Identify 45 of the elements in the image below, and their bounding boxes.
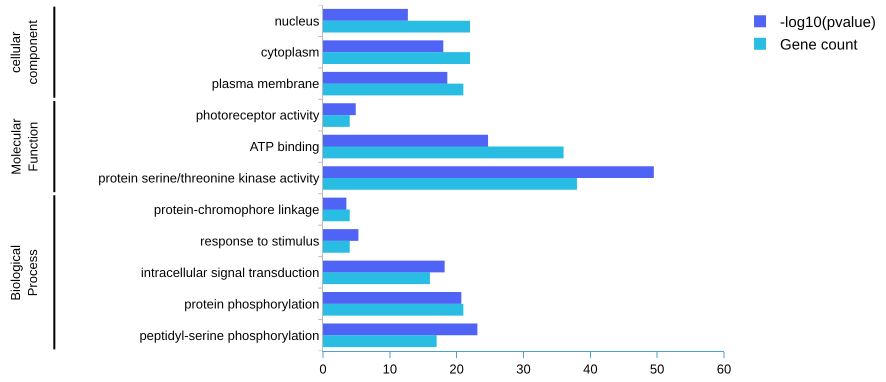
text: cellular component — [8, 20, 40, 84]
x-tick-label: 20 — [449, 362, 464, 377]
bar — [323, 198, 346, 210]
bar — [323, 260, 445, 272]
bar — [323, 40, 444, 52]
x-tick-label: 0 — [319, 362, 327, 377]
y-tick-label: peptidyl-serine phosphorylation — [139, 328, 320, 343]
y-tick-label: nucleus — [274, 13, 320, 28]
bar — [323, 240, 350, 253]
bar — [323, 115, 350, 127]
y-tick-label: ATP binding — [250, 139, 320, 154]
bar — [323, 166, 654, 178]
x-tick-label: 50 — [650, 362, 664, 377]
bar — [323, 209, 350, 222]
bar — [323, 335, 437, 348]
bar — [323, 146, 564, 158]
bar — [323, 272, 430, 284]
legend-label: -log10(pvalue) — [780, 14, 876, 32]
x-tick-label: 40 — [583, 362, 598, 377]
y-tick-label: response to stimulus — [200, 233, 320, 248]
text: Molecular Function — [8, 118, 41, 175]
y-tick-label: protein-chromophore linkage — [154, 202, 320, 217]
bar — [323, 84, 464, 96]
y-tick-label: protein phosphorylation — [184, 296, 320, 312]
y-tick-label: cytoplasm — [260, 44, 320, 60]
bar — [323, 292, 462, 304]
bar — [323, 323, 478, 336]
bar — [323, 304, 464, 316]
bar — [323, 52, 470, 64]
bar — [323, 178, 577, 190]
text: Biological Process — [8, 244, 40, 301]
bar — [323, 8, 408, 21]
legend-label: Gene count — [780, 36, 858, 54]
y-tick-label: plasma membrane — [212, 76, 320, 92]
y-tick-label: protein serine/threonine kinase activity — [98, 170, 320, 186]
x-tick-label: 10 — [382, 362, 398, 377]
bar — [323, 20, 470, 33]
bar — [323, 103, 356, 116]
bar — [323, 229, 358, 241]
y-tick-label: photoreceptor activity — [196, 108, 320, 123]
x-tick-label: 30 — [516, 362, 531, 377]
bar — [323, 134, 488, 147]
y-tick-label: intracellular signal transduction — [140, 264, 320, 280]
bar — [323, 72, 448, 84]
x-tick-label: 60 — [716, 362, 732, 377]
